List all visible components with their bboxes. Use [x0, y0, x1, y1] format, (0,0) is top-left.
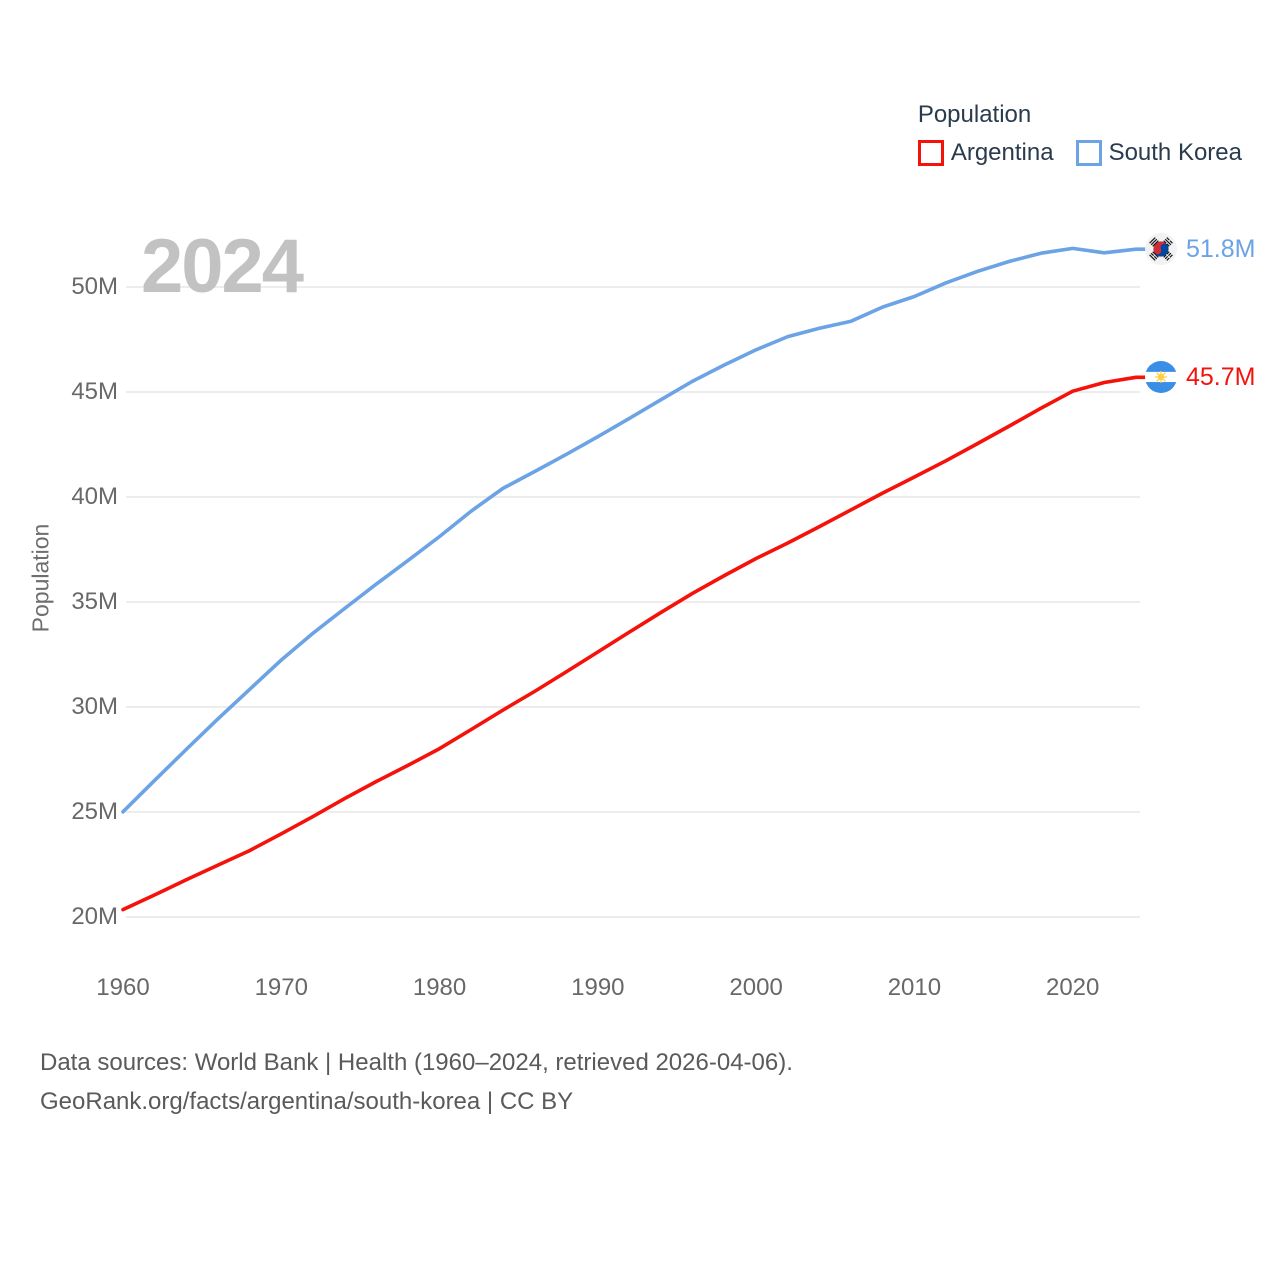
- footer-attribution: Data sources: World Bank | Health (1960–…: [40, 1043, 793, 1121]
- y-tick-45M: 45M: [71, 378, 118, 405]
- data-sources-line: Data sources: World Bank | Health (1960–…: [40, 1049, 793, 1076]
- legend-item-label: Argentina: [950, 139, 1054, 166]
- argentina-end-value: 45.7M: [1186, 363, 1256, 392]
- endcap-argentina: 45.7M: [1145, 361, 1256, 394]
- y-tick-25M: 25M: [71, 798, 118, 825]
- y-tick-50M: 50M: [71, 273, 118, 300]
- endcap-south-korea: 51.8M: [1145, 233, 1256, 266]
- x-tick-2010: 2010: [887, 974, 942, 1001]
- legend-item-argentina[interactable]: Argentina: [917, 139, 1054, 167]
- y-tick-30M: 30M: [71, 693, 118, 720]
- south-korea-line[interactable]: [121, 246, 1148, 814]
- y-tick-40M: 40M: [71, 483, 118, 510]
- south-korea-swatch-icon: [1075, 140, 1102, 166]
- y-axis-title: Population: [27, 523, 54, 633]
- legend-item-label: South Korea: [1108, 139, 1242, 166]
- legend-row: Argentina South Korea: [917, 139, 1242, 167]
- x-tick-1960: 1960: [96, 974, 150, 1001]
- legend-title: Population: [917, 101, 1032, 128]
- legend: Population Argentina South Korea: [917, 101, 1242, 167]
- x-tick-2000: 2000: [729, 974, 783, 1001]
- x-tick-1990: 1990: [571, 974, 625, 1001]
- argentina-flag-icon: [1145, 361, 1177, 394]
- legend-item-south-korea[interactable]: South Korea: [1075, 139, 1242, 167]
- year-watermark: 2024: [141, 224, 304, 309]
- y-tick-35M: 35M: [71, 588, 118, 615]
- argentina-line[interactable]: [121, 375, 1148, 912]
- south-korea-flag-icon: [1145, 233, 1177, 266]
- x-tick-2020: 2020: [1045, 974, 1100, 1001]
- source-url-line[interactable]: GeoRank.org/facts/argentina/south-korea …: [40, 1088, 574, 1115]
- y-tick-20M: 20M: [71, 903, 118, 930]
- south-korea-end-value: 51.8M: [1186, 235, 1256, 264]
- x-tick-1970: 1970: [254, 974, 308, 1001]
- x-tick-1980: 1980: [412, 974, 467, 1001]
- argentina-swatch-icon: [917, 140, 944, 166]
